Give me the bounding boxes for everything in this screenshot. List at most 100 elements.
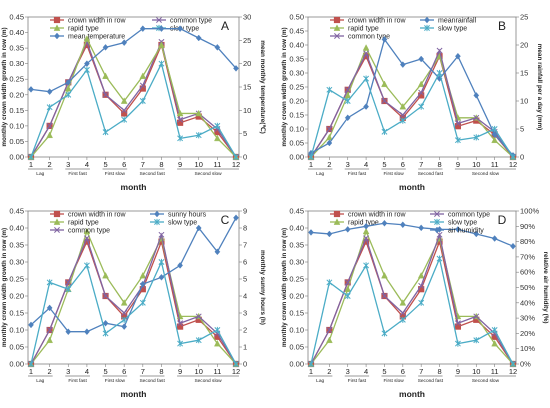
series-line [30,229,237,365]
x-axis-tick-label: 7 [419,160,423,169]
data-point [177,25,183,32]
panel-label: B [498,19,506,33]
right-axis-tick-label: 5 [520,125,524,134]
legend-label: slow type [170,26,199,33]
data-point [139,82,146,89]
data-point [510,153,516,161]
data-point [473,114,480,121]
data-point [491,125,498,133]
x-axis-tick-label: 4 [85,367,89,376]
left-axis-tick-label: 0.40 [289,41,304,50]
data-point [233,360,239,368]
data-point [436,231,443,238]
data-point [454,123,462,130]
data-point [177,262,183,269]
data-point [121,310,128,316]
right-axis-tick-label: 70% [520,252,535,261]
right-axis-title: relative air humidity (%) [542,251,549,323]
data-point [399,61,406,68]
phase-label: Second fast [139,378,165,384]
series-mean-temperature [28,25,239,95]
data-point [326,139,333,147]
series-slow-type [28,258,239,368]
data-point [363,235,370,242]
data-point [65,279,72,286]
right-axis-tick-label: 25 [520,13,528,22]
data-point [491,235,498,242]
data-point [381,80,388,87]
series-line [310,229,514,365]
left-axis-title: monthly crown width growth in row (m) [281,228,288,347]
left-axis-tick-label: 0.35 [9,44,24,53]
x-axis-title: month [399,389,425,399]
x-axis-tick-label: 7 [419,367,423,376]
series-line [310,46,514,158]
data-point [381,219,388,227]
legend-label: mean temperature [68,34,125,41]
series-line [310,256,514,365]
x-axis-tick-label: 7 [141,160,145,169]
legend-label: crown width in row [68,18,127,25]
data-point [418,299,425,306]
right-axis-tick-label: 40% [520,298,535,307]
legend-label: slow type [448,220,477,227]
chart-panel-d: 0.00 0.05 0.10 0.15 0.20 0.25 0.30 0.35 0.40 0.45… [281,207,549,400]
data-point [418,103,425,110]
data-point [102,129,109,136]
data-point [344,285,352,292]
x-axis-title: month [121,182,147,192]
data-point [326,279,333,286]
chart-panel-b: 0.00 0.05 0.10 0.15 0.20 0.25 0.30 0.35 0.40 0.45… [281,13,543,193]
right-axis-tick-label: 0 [243,153,247,162]
data-point [177,135,184,142]
data-point [65,79,72,86]
x-axis-tick-label: 2 [327,367,331,376]
data-point [381,128,388,135]
series-common-type [308,231,516,367]
left-axis-tick-label: 0.10 [289,125,304,134]
data-point [326,126,333,132]
series-line [30,42,237,158]
right-axis-tick-label: 100% [520,207,540,216]
data-point [308,360,314,368]
data-point [381,271,388,279]
right-axis-tick-label: 1 [243,343,247,352]
left-axis-tick-label: 0.15 [289,309,304,318]
data-point [102,72,109,79]
data-point [491,131,498,138]
data-point [28,321,34,329]
x-axis-tick-label: 5 [382,367,386,376]
legend-label: rapid type [68,26,99,33]
data-point [436,47,443,54]
legend-label: crown width in row [348,18,407,25]
legend-marker [54,227,60,233]
data-point [102,330,109,337]
series-line [310,222,514,247]
data-point [214,122,221,129]
phase-label: Lag [316,378,324,384]
x-axis-tick-label: 11 [491,160,499,169]
series-line [30,232,237,365]
left-axis-tick-label: 0.35 [289,241,304,250]
x-axis-title: month [399,182,425,192]
left-axis-tick-label: 0.00 [9,153,24,162]
data-point [102,293,109,299]
data-point [344,86,351,93]
x-axis-tick-label: 1 [309,160,313,169]
x-axis-tick-label: 6 [401,160,405,169]
data-point [417,80,425,87]
series-line [30,259,237,365]
right-axis-tick-label: 60% [520,268,535,277]
phase-label: First slow [384,171,405,177]
data-point [399,221,406,229]
data-point [326,230,333,238]
legend-marker [154,210,160,218]
data-point [102,91,109,98]
plot-frame [27,210,240,365]
data-point [195,132,202,139]
x-axis-tick-label: 9 [456,160,460,169]
data-point [233,153,239,161]
right-axis-tick-label: 4 [243,292,247,301]
left-axis-tick-label: 0.30 [9,258,24,267]
data-point [473,337,480,344]
